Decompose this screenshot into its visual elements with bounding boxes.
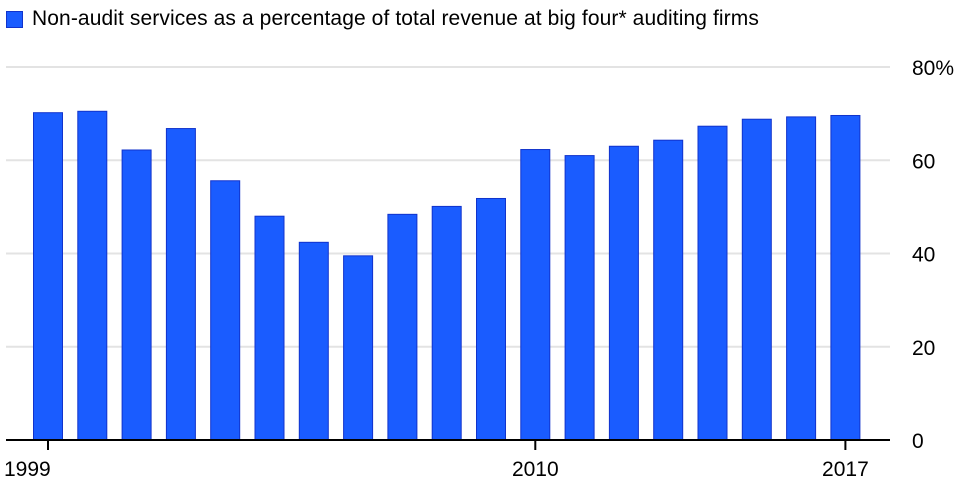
- y-tick-label: 40: [912, 244, 935, 267]
- bar: [741, 118, 772, 441]
- y-tick-label: 60: [912, 150, 935, 173]
- x-tick-label: 1999: [4, 458, 51, 481]
- legend-swatch: [6, 10, 23, 28]
- bar: [343, 255, 374, 441]
- x-tick-label: 2017: [822, 458, 869, 481]
- bar: [165, 128, 196, 441]
- y-tick-label: 80%: [912, 57, 954, 80]
- legend-label: Non-audit services as a percentage of to…: [32, 7, 759, 30]
- legend: Non-audit services as a percentage of to…: [6, 4, 759, 34]
- y-tick-label: 0: [912, 430, 924, 453]
- x-tick-label: 2010: [512, 458, 559, 481]
- bar: [254, 215, 285, 441]
- bar: [33, 112, 63, 441]
- bar: [786, 116, 817, 441]
- bar: [564, 155, 595, 441]
- y-tick-label: 20: [912, 337, 935, 360]
- bar: [121, 149, 152, 441]
- bar: [476, 197, 506, 441]
- bar: [431, 205, 462, 441]
- bar: [387, 213, 418, 441]
- bar: [653, 139, 684, 441]
- bar: [298, 241, 329, 441]
- bar: [520, 149, 551, 441]
- bar: [830, 114, 861, 441]
- bar: [697, 125, 728, 441]
- bar: [210, 180, 241, 441]
- bar: [77, 110, 108, 441]
- bar: [608, 145, 639, 441]
